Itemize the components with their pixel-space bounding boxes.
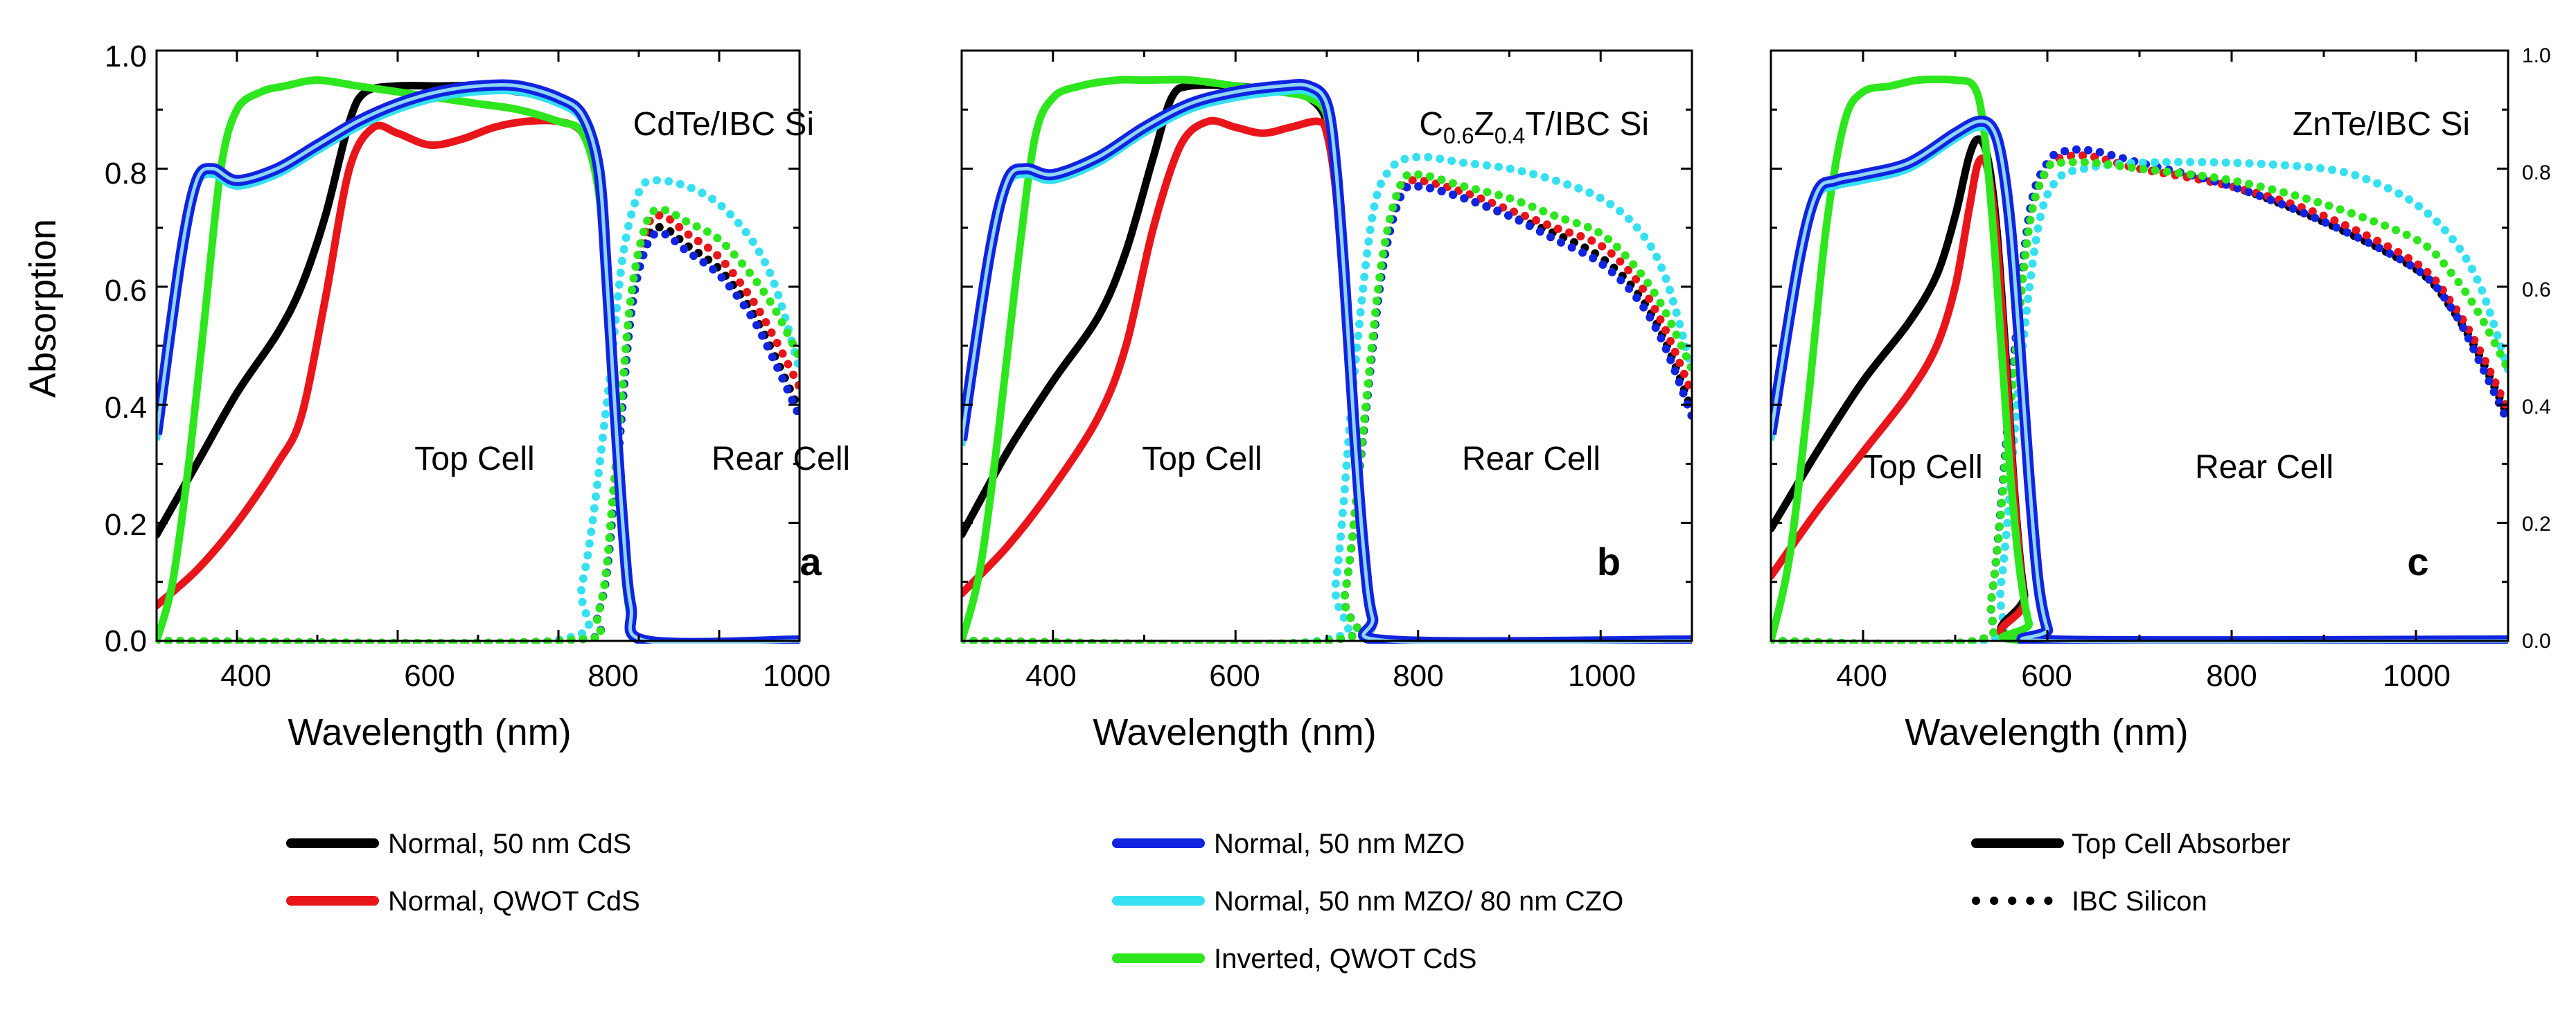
x-tick-label: 400 [220, 659, 271, 693]
legend-label: Normal, 50 nm MZO/ 80 nm CZO [1214, 886, 1623, 917]
panel-b: 400 600 800 1000 Wavelength (nm) C0.6Z0.… [1025, 106, 1649, 753]
legend-label: Normal, QWOT CdS [388, 886, 640, 917]
x-tick-label: 800 [588, 659, 638, 693]
region-label-rear-cell: Rear Cell [1462, 441, 1600, 477]
x-tick-label: 600 [404, 659, 455, 693]
series-normal-50-nm-mzo-80-nm-czo-ibc-silicon [962, 152, 1692, 644]
series-inverted-qwot-cds-ibc-silicon [962, 170, 1692, 644]
region-label-rear-cell: Rear Cell [2195, 449, 2334, 486]
panel-letter: b [1597, 540, 1621, 583]
panel-c: 0.0 0.2 0.4 0.6 0.8 1.0 400 600 800 1000… [1836, 44, 2550, 753]
x-tick-label: 400 [1836, 659, 1887, 693]
legend-label: Inverted, QWOT CdS [1214, 944, 1476, 974]
y-tick-label-right: 0.4 [2522, 396, 2551, 419]
plot-area [155, 49, 801, 644]
series-group [1771, 76, 2508, 644]
x-axis-title: Wavelength (nm) [288, 712, 571, 753]
plot-area [1770, 49, 2509, 644]
region-label-rear-cell: Rear Cell [712, 441, 850, 477]
y-axis-title: Absorption [22, 219, 64, 398]
x-axis-title: Wavelength (nm) [1093, 712, 1376, 753]
region-label-top-cell: Top Cell [1862, 449, 1982, 486]
region-label-top-cell: Top Cell [1142, 441, 1262, 477]
y-tick-label: 0.0 [105, 624, 147, 658]
y-tick-label-right: 0.8 [2522, 161, 2551, 184]
y-tick-label: 1.0 [105, 39, 147, 73]
y-tick-label: 0.4 [105, 391, 147, 425]
x-axis-title: Wavelength (nm) [1905, 712, 2188, 753]
panel-title: CdTe/IBC Si [633, 106, 814, 143]
series-inverted-qwot-cds-top-cell [1771, 76, 2508, 644]
series-normal-50-nm-mzo-top-cell-core [157, 83, 800, 644]
series-group [962, 76, 1692, 644]
x-tick-label: 800 [2206, 659, 2257, 693]
panel-letter: c [2407, 540, 2428, 583]
panel-letter: a [800, 540, 822, 583]
series-normal-50-nm-mzo-top-cell-core [1771, 119, 2508, 644]
y-tick-label: 0.2 [105, 508, 147, 542]
axis-ticks [155, 49, 801, 642]
x-tick-label: 1000 [2383, 659, 2451, 693]
panel-title: C0.6Z0.4T/IBC Si [1419, 106, 1649, 148]
x-tick-label: 1000 [763, 659, 831, 693]
legend-label: IBC Silicon [2072, 886, 2207, 917]
x-tick-label: 800 [1393, 659, 1443, 693]
legend: Normal, 50 nm CdS Normal, QWOT CdS Norma… [286, 829, 2291, 974]
y-tick-label: 0.8 [105, 157, 147, 191]
region-label-top-cell: Top Cell [414, 441, 534, 477]
panel-title: ZnTe/IBC Si [2293, 106, 2470, 143]
axis-ticks [1770, 49, 2509, 642]
legend-label: Normal, 50 nm MZO [1214, 829, 1465, 859]
y-tick-label-right: 0.0 [2522, 630, 2551, 653]
legend-label: Normal, 50 nm CdS [388, 829, 631, 859]
x-tick-label: 600 [2021, 659, 2072, 693]
plot-area [960, 49, 1693, 644]
y-tick-label: 0.6 [105, 274, 147, 308]
axis-ticks [960, 49, 1693, 642]
y-tick-label-right: 0.6 [2522, 279, 2551, 301]
y-tick-label-right: 0.2 [2522, 513, 2551, 536]
y-tick-label-right: 1.0 [2522, 44, 2551, 67]
x-tick-label: 400 [1025, 659, 1076, 693]
series-normal-50-nm-mzo-top-cell-core [962, 82, 1692, 644]
panel-a: Absorption 0.0 0.2 0.4 0.6 0.8 1.0 400 6… [22, 39, 850, 753]
legend-label: Top Cell Absorber [2072, 829, 2291, 859]
x-tick-label: 1000 [1568, 659, 1636, 693]
x-tick-label: 600 [1209, 659, 1260, 693]
series-normal-50-nm-mzo-80-nm-czo-ibc-silicon [1771, 157, 2508, 644]
